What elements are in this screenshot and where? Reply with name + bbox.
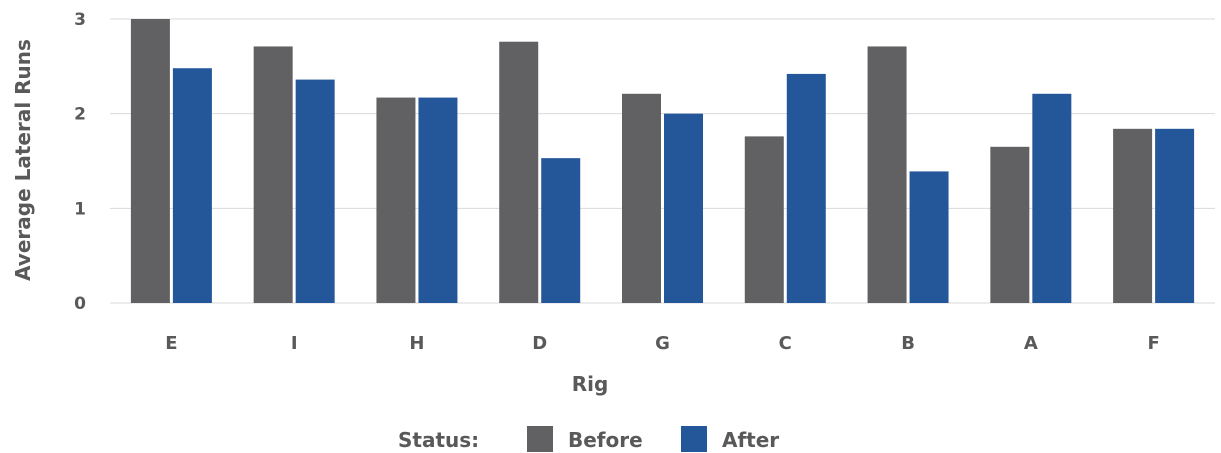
bar-after-g	[664, 113, 703, 304]
y-tick-label: 1	[74, 199, 86, 219]
y-tick-label: 2	[74, 105, 86, 125]
y-tick-label: 0	[74, 294, 86, 314]
legend: Status: Before After	[398, 426, 779, 452]
bar-before-i	[253, 46, 293, 303]
bar-after-d	[541, 158, 581, 303]
legend-swatch-after	[681, 426, 707, 452]
x-tick-label-f: F	[1147, 333, 1159, 354]
x-tick-label-a: A	[1024, 333, 1038, 354]
bar-before-g	[622, 93, 661, 303]
bars	[130, 19, 1195, 304]
x-tick-label-e: E	[165, 333, 177, 354]
bar-after-i	[295, 79, 335, 303]
bar-before-d	[499, 41, 539, 303]
legend-title: Status:	[398, 428, 479, 452]
gridlines	[110, 18, 1215, 304]
bar-before-e	[130, 19, 170, 303]
bar-before-b	[867, 46, 907, 303]
x-tick-label-g: G	[655, 333, 670, 354]
x-tick-label-h: H	[409, 333, 424, 354]
x-tick-label-i: I	[291, 333, 298, 354]
bar-before-f	[1113, 128, 1153, 303]
bar-after-e	[172, 68, 212, 303]
bar-before-h	[376, 97, 416, 303]
x-axis-title: Rig	[572, 372, 609, 396]
y-axis-title: Average Lateral Runs	[11, 39, 35, 281]
x-tick-label-c: C	[779, 333, 792, 354]
y-tick-label: 3	[74, 10, 86, 30]
legend-label-before: Before	[568, 428, 643, 452]
bar-after-a	[1032, 93, 1072, 303]
bar-after-b	[909, 171, 949, 303]
bar-before-a	[990, 146, 1030, 303]
y-tick-labels: 0 1 2 3	[74, 10, 86, 314]
legend-swatch-before	[527, 426, 553, 452]
x-tick-label-d: D	[532, 333, 547, 354]
bar-after-h	[418, 97, 458, 303]
legend-label-after: After	[722, 428, 779, 452]
bar-before-c	[744, 136, 784, 303]
bar-after-f	[1155, 128, 1195, 303]
x-tick-label-b: B	[901, 333, 915, 354]
bar-after-c	[786, 73, 826, 303]
